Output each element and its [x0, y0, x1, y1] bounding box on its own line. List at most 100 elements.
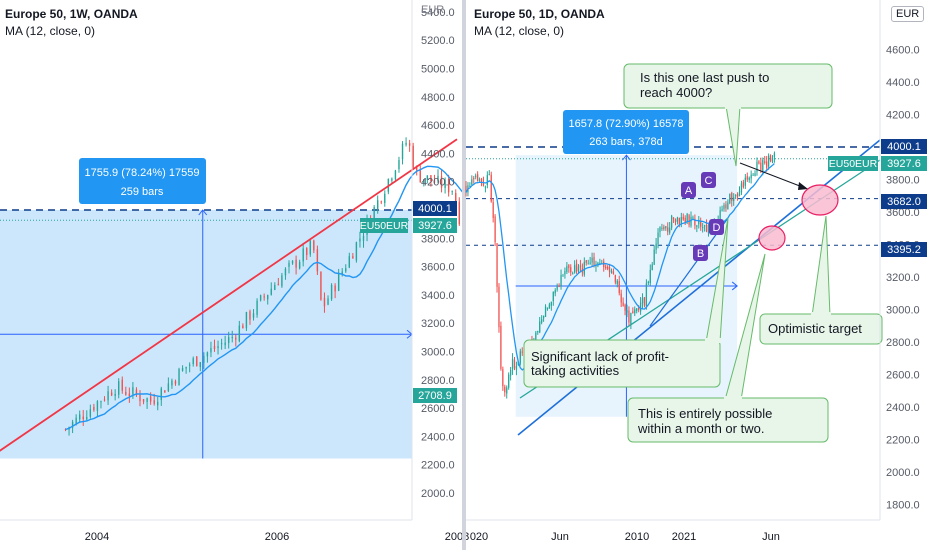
candle-body — [458, 201, 460, 225]
candle-body — [82, 416, 84, 420]
candle-body — [295, 259, 297, 268]
candle-body — [616, 280, 618, 285]
candle-body — [398, 160, 400, 170]
left-y-axis[interactable]: 5400.0 5200.0 5000.0 4800.0 4600.0 4400.0 4200… — [421, 7, 455, 500]
callout-profit-taking[interactable]: Significant lack of profit- taking activ… — [523, 217, 729, 388]
candle-body — [667, 227, 669, 232]
candle-body — [298, 261, 301, 269]
candle-body — [556, 286, 558, 290]
candle-body — [465, 185, 467, 193]
pane-divider[interactable] — [462, 0, 466, 550]
right-y-axis[interactable]: 4600.04400.04200.04000.03800.03600.03400… — [886, 45, 920, 512]
candle-body — [437, 175, 439, 182]
y-tick-label: 3000.0 — [421, 347, 455, 359]
left-trend-line[interactable] — [0, 138, 458, 470]
candle-body — [139, 394, 141, 402]
near-target-zone[interactable] — [758, 225, 786, 251]
right-currency-button[interactable]: EUR — [891, 6, 925, 22]
candle-body — [181, 368, 184, 371]
candle-body — [560, 275, 562, 286]
candle-body — [521, 351, 523, 353]
candle-body — [686, 214, 688, 223]
candle-body — [384, 193, 386, 204]
candle-body — [725, 204, 727, 209]
candle-body — [682, 216, 684, 220]
candle-body — [174, 381, 177, 384]
wave-marker-b[interactable]: B — [693, 245, 708, 261]
candle-body — [606, 266, 609, 270]
y-tick-label: 2800.0 — [886, 337, 920, 349]
candle-body — [86, 416, 88, 420]
right-x-axis[interactable]: 020 Jun 2021 Jun — [470, 531, 780, 543]
candle-body — [702, 227, 704, 229]
right-channel-line-inner[interactable] — [649, 217, 729, 327]
y-tick-label: 4600.0 — [886, 45, 920, 57]
candle-body — [552, 291, 554, 302]
candle-body — [670, 215, 673, 228]
candle-body — [694, 218, 696, 226]
candle-body — [502, 369, 504, 387]
right-tag-3395: 3395.2 — [881, 242, 927, 257]
candle-body — [653, 249, 655, 265]
wave-marker-a[interactable]: A — [681, 182, 696, 198]
candle-body — [469, 185, 471, 187]
candle-body — [433, 180, 436, 183]
callout-entirely-possible[interactable]: This is entirely possible within a month… — [627, 253, 829, 443]
wave-marker-c[interactable]: C — [701, 172, 716, 188]
callout-optimistic-target[interactable]: Optimistic target — [759, 215, 883, 345]
y-tick-label: 2400.0 — [421, 431, 455, 443]
candle-body — [376, 200, 379, 209]
candle-body — [620, 293, 622, 303]
candle-body — [500, 325, 502, 369]
y-tick-label: 2400.0 — [886, 402, 920, 414]
candle-body — [643, 297, 646, 306]
candle-body — [185, 366, 187, 369]
candle-body — [597, 262, 599, 266]
wave-marker-d[interactable]: D — [709, 219, 724, 235]
candle-body — [447, 178, 450, 193]
candle-body — [572, 273, 574, 275]
candle-body — [504, 386, 506, 393]
candle-body — [754, 173, 756, 177]
candle-body — [544, 306, 547, 317]
candle-body — [231, 337, 233, 339]
candle-body — [362, 235, 365, 241]
candle-body — [756, 161, 758, 172]
candle-body — [494, 216, 496, 243]
candle-body — [348, 256, 351, 268]
candle-body — [267, 295, 269, 300]
candle-body — [680, 216, 682, 224]
candle-body — [672, 217, 675, 220]
candle-body — [96, 401, 99, 411]
candle-body — [408, 143, 411, 146]
candle-body — [676, 217, 679, 222]
x-tick-label: 020 — [470, 531, 488, 543]
x-tick-label: 2021 — [672, 531, 696, 543]
candle-body — [178, 368, 180, 386]
candle-body — [252, 313, 255, 318]
candle-body — [564, 271, 566, 275]
candle-body — [352, 256, 354, 259]
callout-last-push[interactable]: Is this one last push to reach 4000? — [623, 63, 833, 167]
candle-body — [401, 143, 404, 160]
svg-text:reach 4000?: reach 4000? — [640, 85, 712, 100]
candle-body — [334, 285, 336, 292]
candle-body — [566, 266, 568, 272]
candle-body — [203, 355, 205, 363]
candle-body — [196, 356, 198, 367]
svg-text:3927.6: 3927.6 — [887, 158, 921, 170]
candle-body — [476, 174, 479, 182]
left-tag-symbol: EU50EUR 3927.6 — [360, 218, 457, 233]
candle-body — [309, 240, 311, 255]
candle-body — [71, 421, 74, 428]
candle-body — [585, 260, 587, 263]
candle-body — [723, 205, 725, 210]
y-tick-label: 3200.0 — [886, 272, 920, 284]
candle-body — [75, 417, 77, 424]
optimistic-target-zone[interactable] — [801, 184, 839, 216]
candle-body — [550, 301, 553, 306]
candle-body — [274, 284, 276, 290]
candle-body — [548, 304, 551, 309]
left-indicator-legend[interactable]: MA (12, close, 0) — [5, 24, 96, 38]
right-indicator-legend[interactable]: MA (12, close, 0) — [474, 24, 565, 38]
